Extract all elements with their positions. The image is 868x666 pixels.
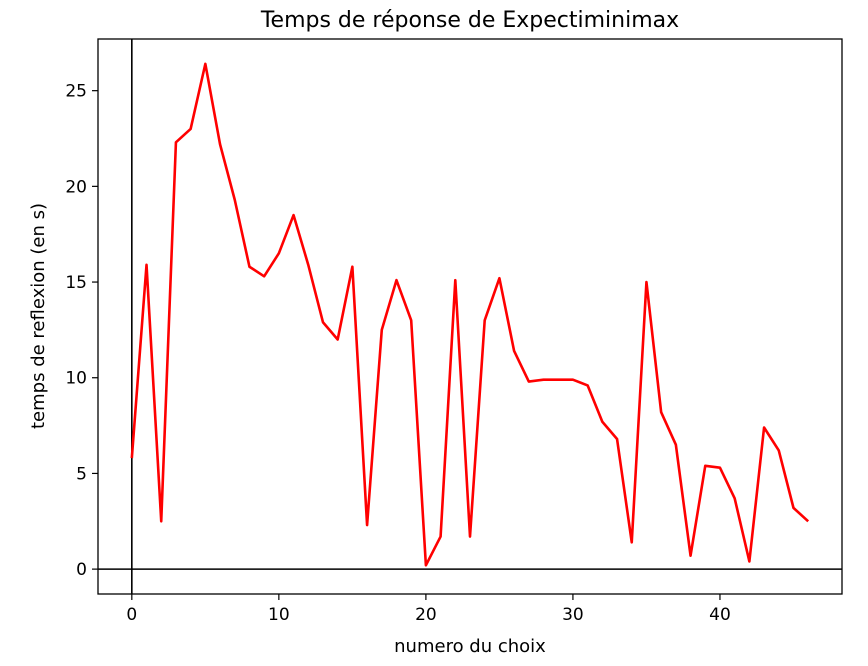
x-tick-label: 40 [709, 605, 731, 625]
reference-lines [98, 39, 842, 594]
y-axis-label: temps de reflexion (en s) [28, 203, 49, 429]
x-axis-label: numero du choix [394, 636, 546, 657]
y-tick-label: 10 [65, 369, 87, 389]
y-tick-label: 15 [65, 273, 87, 293]
y-axis-ticks: 0 5 10 15 20 25 [65, 82, 98, 580]
x-axis-ticks: 0 10 20 30 40 [126, 594, 731, 625]
x-tick-label: 10 [268, 605, 290, 625]
y-tick-label: 0 [76, 560, 87, 580]
x-tick-label: 30 [562, 605, 584, 625]
series-line [130, 62, 810, 567]
chart-title: Temps de réponse de Expectiminimax [260, 8, 679, 33]
x-tick-label: 0 [126, 605, 137, 625]
plot-frame [97, 38, 843, 595]
x-tick-label: 20 [415, 605, 437, 625]
y-tick-label: 25 [65, 82, 87, 102]
y-tick-label: 5 [76, 464, 87, 484]
y-tick-label: 20 [65, 177, 87, 197]
